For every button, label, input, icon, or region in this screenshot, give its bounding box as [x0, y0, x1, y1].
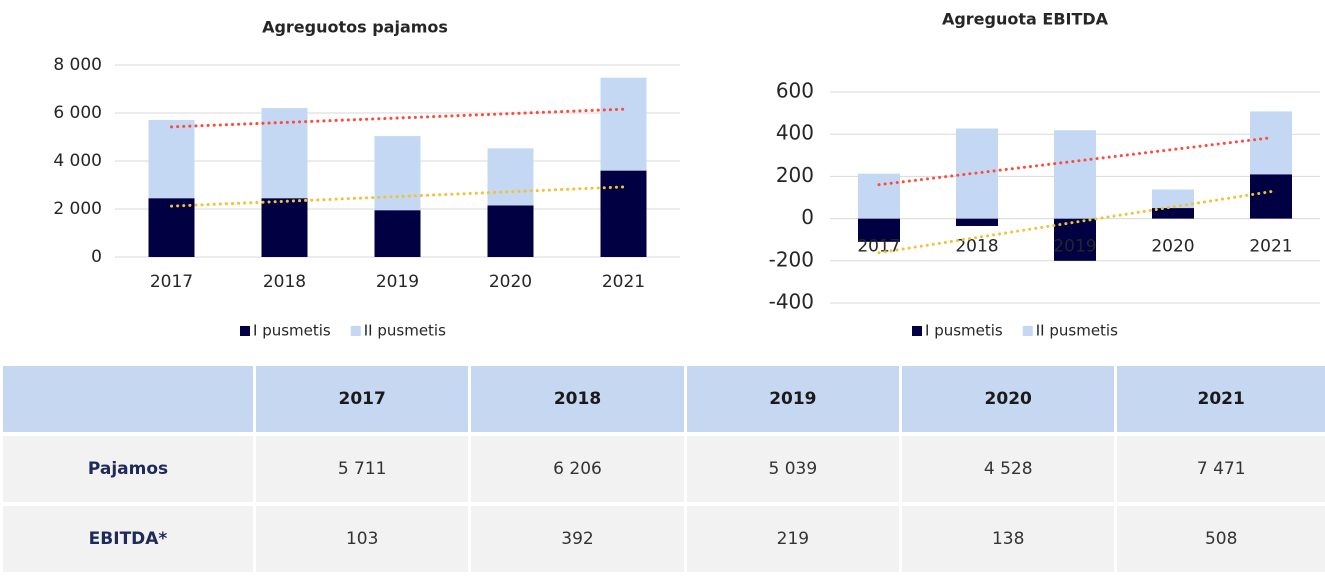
y-tick-label: 0	[91, 247, 102, 267]
y-tick-label: 4 000	[53, 151, 102, 171]
x-tick-label: 2020	[489, 272, 532, 292]
bar-segment	[1250, 111, 1292, 174]
x-tick-label: 2019	[376, 272, 419, 292]
table-cell: 392	[470, 504, 685, 574]
column-header: 2017	[255, 366, 470, 434]
y-tick-label: 6 000	[53, 103, 102, 123]
legend-swatch	[912, 326, 922, 336]
x-tick-label: 2020	[1151, 237, 1194, 257]
x-tick-label: 2019	[1053, 237, 1096, 257]
chart-title: Agreguota EBITDA	[942, 10, 1109, 29]
y-tick-label: 600	[776, 79, 814, 103]
y-tick-label: -400	[769, 290, 814, 314]
x-tick-label: 2018	[263, 272, 306, 292]
legend-label: I pusmetis	[925, 322, 1003, 340]
column-header: 2021	[1116, 366, 1325, 434]
table-cell: 219	[685, 504, 900, 574]
bar-segment	[262, 198, 308, 257]
bar-segment	[1152, 208, 1194, 219]
x-tick-label: 2017	[150, 272, 193, 292]
row-label: Pajamos	[2, 434, 255, 504]
bar-segment	[956, 219, 998, 226]
legend-label: II pusmetis	[1036, 322, 1118, 340]
table-cell: 5 039	[685, 434, 900, 504]
table-cell: 6 206	[470, 434, 685, 504]
column-header: 2020	[901, 366, 1116, 434]
bar-segment	[488, 148, 534, 205]
y-tick-label: -200	[769, 247, 814, 271]
table-cell: 7 471	[1116, 434, 1325, 504]
x-tick-label: 2021	[1249, 237, 1292, 257]
y-tick-label: 200	[776, 163, 814, 187]
table-cell: 103	[255, 504, 470, 574]
legend-label: I pusmetis	[253, 322, 331, 340]
y-tick-label: 2 000	[53, 199, 102, 219]
x-tick-label: 2018	[955, 237, 998, 257]
legend-swatch	[1023, 326, 1033, 336]
trend-line	[172, 109, 624, 127]
bar-segment	[1250, 174, 1292, 218]
charts: 0 2 000 4 000 6 000 8 000 2017 2018 2019 2020 202…	[0, 0, 1325, 366]
legend-label: II pusmetis	[364, 322, 446, 340]
bar-segment	[1054, 130, 1096, 218]
corner-cell	[2, 366, 255, 434]
table-cell: 138	[901, 504, 1116, 574]
bar-segment	[488, 205, 534, 257]
legend-swatch	[240, 326, 250, 336]
chart-title: Agreguotos pajamos	[262, 18, 448, 37]
bar-segment	[375, 210, 421, 257]
table-cell: 4 528	[901, 434, 1116, 504]
bar-segment	[601, 78, 647, 171]
legend-swatch	[351, 326, 361, 336]
row-label: EBITDA*	[2, 504, 255, 574]
bar-segment	[149, 120, 195, 198]
column-header: 2019	[685, 366, 900, 434]
x-tick-label: 2021	[602, 272, 645, 292]
y-tick-label: 8 000	[53, 55, 102, 75]
column-header: 2018	[470, 366, 685, 434]
table-cell: 508	[1116, 504, 1325, 574]
bar-segment	[601, 171, 647, 257]
bar-segment	[375, 136, 421, 210]
table-cell: 5 711	[255, 434, 470, 504]
bar-segment	[858, 174, 900, 219]
y-tick-label: 0	[801, 205, 814, 229]
y-tick-label: 400	[776, 121, 814, 145]
